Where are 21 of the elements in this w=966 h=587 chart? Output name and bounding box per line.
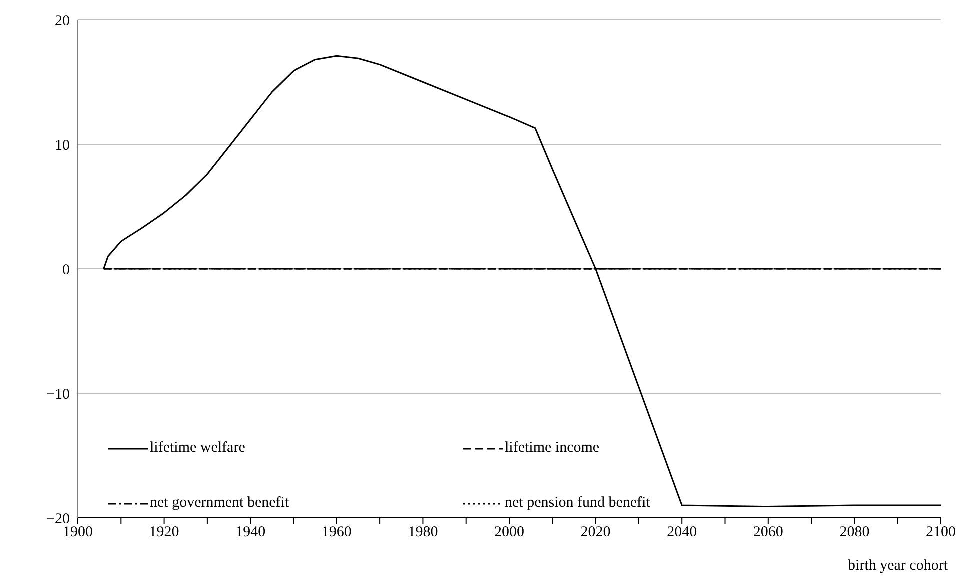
y-tick-label: 10: [55, 138, 70, 154]
x-tick-label: 1960: [322, 524, 352, 541]
legend-label: lifetime income: [505, 440, 600, 457]
x-tick-label: 1900: [63, 524, 93, 541]
x-tick-label: 2000: [494, 524, 524, 541]
x-tick-label: 2080: [840, 524, 870, 541]
legend-label: net pension fund benefit: [505, 495, 650, 512]
y-tick-label: 0: [62, 262, 70, 278]
y-tick-label: −10: [46, 386, 70, 403]
x-tick-label: 2040: [667, 524, 698, 541]
legend-label: net government benefit: [150, 495, 290, 512]
y-tick-label: 20: [55, 13, 70, 30]
x-axis-title: birth year cohort: [848, 558, 948, 575]
y-tick-label: −20: [46, 511, 70, 528]
legend-label: lifetime welfare: [150, 440, 246, 457]
x-tick-label: 2100: [926, 524, 956, 541]
x-tick-label: 1920: [149, 524, 180, 541]
x-tick-label: 2060: [753, 524, 784, 541]
x-tick-label: 2020: [580, 524, 611, 541]
x-tick-label: 1940: [236, 524, 266, 541]
x-tick-label: 1980: [408, 524, 438, 541]
